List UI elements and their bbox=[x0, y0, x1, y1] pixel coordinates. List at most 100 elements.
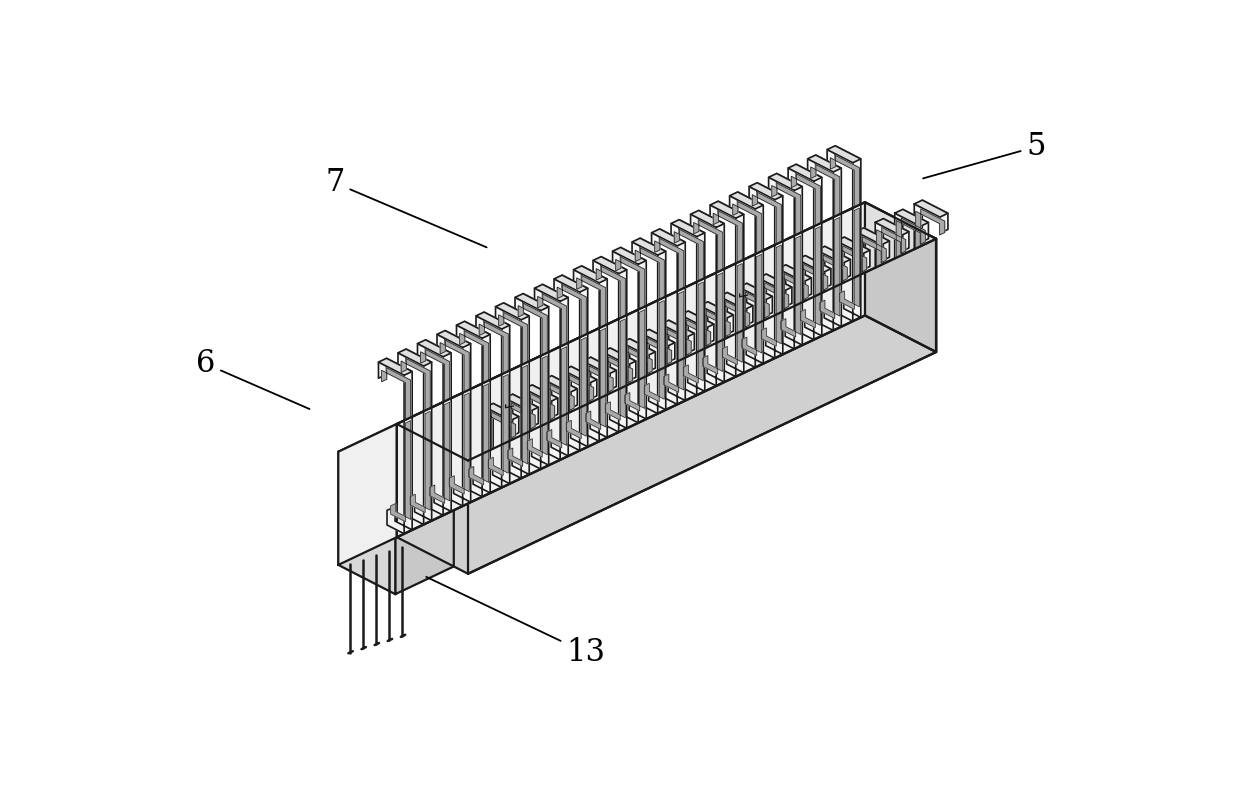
Polygon shape bbox=[877, 227, 905, 267]
Polygon shape bbox=[582, 324, 608, 442]
Polygon shape bbox=[616, 257, 645, 309]
Polygon shape bbox=[418, 340, 451, 357]
Polygon shape bbox=[397, 202, 866, 538]
Polygon shape bbox=[827, 146, 861, 208]
Polygon shape bbox=[711, 201, 744, 264]
Polygon shape bbox=[645, 301, 665, 401]
Polygon shape bbox=[817, 246, 851, 295]
Polygon shape bbox=[527, 356, 547, 457]
Polygon shape bbox=[391, 420, 410, 522]
Polygon shape bbox=[641, 330, 675, 346]
Polygon shape bbox=[496, 303, 529, 365]
Polygon shape bbox=[534, 284, 568, 301]
Polygon shape bbox=[895, 209, 929, 227]
Polygon shape bbox=[557, 285, 587, 337]
Polygon shape bbox=[818, 255, 847, 294]
Polygon shape bbox=[398, 349, 432, 366]
Polygon shape bbox=[486, 412, 516, 452]
Polygon shape bbox=[675, 229, 703, 281]
Polygon shape bbox=[663, 291, 683, 393]
Polygon shape bbox=[651, 229, 686, 291]
Polygon shape bbox=[914, 200, 947, 217]
Polygon shape bbox=[641, 330, 675, 379]
Polygon shape bbox=[378, 358, 412, 420]
Polygon shape bbox=[583, 357, 616, 406]
Polygon shape bbox=[797, 256, 831, 305]
Polygon shape bbox=[681, 311, 714, 328]
Polygon shape bbox=[563, 367, 596, 383]
Polygon shape bbox=[506, 403, 536, 442]
Polygon shape bbox=[875, 219, 909, 235]
Polygon shape bbox=[465, 380, 490, 497]
Polygon shape bbox=[554, 275, 588, 292]
Polygon shape bbox=[496, 303, 529, 320]
Text: 6: 6 bbox=[196, 349, 310, 409]
Polygon shape bbox=[613, 247, 646, 309]
Polygon shape bbox=[897, 218, 925, 258]
Polygon shape bbox=[817, 246, 851, 264]
Polygon shape bbox=[460, 331, 489, 383]
Polygon shape bbox=[719, 293, 753, 309]
Polygon shape bbox=[777, 264, 811, 314]
Polygon shape bbox=[758, 241, 782, 358]
Polygon shape bbox=[489, 375, 508, 475]
Polygon shape bbox=[534, 284, 568, 346]
Polygon shape bbox=[703, 273, 723, 374]
Polygon shape bbox=[796, 223, 822, 340]
Polygon shape bbox=[515, 294, 549, 311]
Polygon shape bbox=[807, 155, 841, 172]
Text: 13: 13 bbox=[427, 577, 605, 668]
Polygon shape bbox=[593, 257, 626, 274]
Polygon shape bbox=[515, 294, 549, 356]
Polygon shape bbox=[753, 192, 781, 244]
Polygon shape bbox=[641, 297, 666, 414]
Polygon shape bbox=[498, 312, 528, 364]
Polygon shape bbox=[720, 301, 750, 341]
Polygon shape bbox=[662, 329, 691, 368]
Polygon shape bbox=[719, 293, 753, 342]
Polygon shape bbox=[543, 375, 578, 393]
Polygon shape bbox=[811, 164, 839, 216]
Polygon shape bbox=[564, 375, 594, 415]
Polygon shape bbox=[895, 209, 929, 258]
Polygon shape bbox=[691, 210, 724, 227]
Polygon shape bbox=[479, 322, 508, 374]
Polygon shape bbox=[760, 283, 789, 323]
Polygon shape bbox=[856, 228, 889, 245]
Polygon shape bbox=[836, 237, 870, 286]
Polygon shape bbox=[671, 220, 704, 237]
Polygon shape bbox=[526, 394, 554, 434]
Polygon shape bbox=[538, 294, 567, 346]
Polygon shape bbox=[525, 385, 558, 434]
Polygon shape bbox=[476, 312, 510, 375]
Polygon shape bbox=[875, 219, 909, 268]
Polygon shape bbox=[711, 201, 744, 218]
Text: 5: 5 bbox=[923, 131, 1045, 179]
Polygon shape bbox=[632, 238, 666, 255]
Polygon shape bbox=[671, 220, 704, 282]
Polygon shape bbox=[554, 275, 588, 338]
Polygon shape bbox=[733, 201, 761, 253]
Polygon shape bbox=[740, 292, 769, 331]
Polygon shape bbox=[407, 408, 432, 524]
Polygon shape bbox=[563, 334, 588, 451]
Polygon shape bbox=[681, 311, 714, 360]
Polygon shape bbox=[914, 200, 947, 249]
Polygon shape bbox=[523, 352, 549, 469]
Polygon shape bbox=[699, 269, 724, 386]
Polygon shape bbox=[440, 340, 469, 392]
Polygon shape bbox=[339, 452, 396, 594]
Polygon shape bbox=[866, 202, 936, 352]
Polygon shape bbox=[661, 320, 694, 337]
Polygon shape bbox=[915, 209, 945, 249]
Polygon shape bbox=[742, 254, 761, 356]
Polygon shape bbox=[593, 257, 626, 319]
Polygon shape bbox=[693, 220, 723, 272]
Polygon shape bbox=[567, 338, 587, 438]
Polygon shape bbox=[449, 393, 469, 494]
Polygon shape bbox=[456, 321, 490, 383]
Polygon shape bbox=[839, 208, 859, 309]
Polygon shape bbox=[402, 359, 430, 411]
Polygon shape bbox=[378, 358, 412, 375]
Polygon shape bbox=[691, 210, 724, 272]
